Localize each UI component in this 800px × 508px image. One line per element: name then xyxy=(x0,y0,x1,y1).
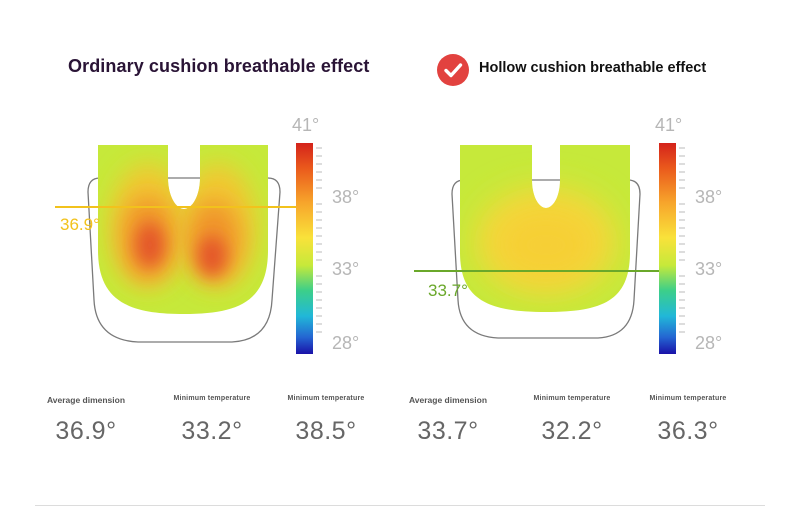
hollow-cushion-panel: Hollow cushion breathable effect xyxy=(360,0,760,508)
stat-minimum: Minimum temperature 33.2° xyxy=(152,395,272,446)
stat-value: 36.9° xyxy=(55,417,117,445)
bottom-divider xyxy=(35,505,765,506)
scale-mid-high-label: 38° xyxy=(332,187,360,207)
temperature-scale-bar xyxy=(659,143,676,354)
temperature-scale-bar xyxy=(296,143,313,354)
stat-label: Minimum temperature xyxy=(649,395,727,402)
hollow-cushion-heatmap xyxy=(414,143,685,354)
stat-average: Average dimension 36.9° xyxy=(26,395,146,446)
scale-min-label: 28° xyxy=(332,333,360,353)
stat-value: 36.3° xyxy=(657,417,719,445)
stat-minimum-2: Minimum temperature 38.5° xyxy=(266,395,386,446)
stat-label: Minimum temperature xyxy=(533,395,611,402)
stat-label: Minimum temperature xyxy=(173,395,251,402)
stat-minimum: Minimum temperature 32.2° xyxy=(512,395,632,446)
ordinary-cushion-heatmap xyxy=(55,143,322,354)
stat-value: 38.5° xyxy=(295,417,357,445)
stat-minimum-2: Minimum temperature 36.3° xyxy=(628,395,748,446)
stat-average: Average dimension 33.7° xyxy=(388,395,508,446)
average-marker-label: 33.7° xyxy=(428,281,468,300)
stat-label: Minimum temperature xyxy=(287,395,365,402)
cushion-outline xyxy=(87,177,281,343)
ordinary-cushion-title: Ordinary cushion breathable effect xyxy=(68,56,370,76)
stat-label: Average dimension xyxy=(408,395,488,405)
scale-mid-high-label: 38° xyxy=(695,187,723,207)
scale-mid-label: 33° xyxy=(695,259,723,279)
stat-label: Average dimension xyxy=(46,395,126,405)
hollow-cushion-title: Hollow cushion breathable effect xyxy=(479,60,707,76)
stat-value: 32.2° xyxy=(541,417,603,445)
scale-min-label: 28° xyxy=(695,333,723,353)
scale-max-label: 41° xyxy=(292,115,320,135)
scale-max-label: 41° xyxy=(655,115,683,135)
scale-mid-label: 33° xyxy=(332,259,360,279)
average-marker-label: 36.9° xyxy=(60,215,100,234)
cushion-outline xyxy=(451,179,641,339)
stat-value: 33.7° xyxy=(417,417,479,445)
check-circle-icon xyxy=(437,54,469,86)
ordinary-cushion-panel: Ordinary cushion breathable effect xyxy=(26,56,386,446)
stat-value: 33.2° xyxy=(181,417,243,445)
